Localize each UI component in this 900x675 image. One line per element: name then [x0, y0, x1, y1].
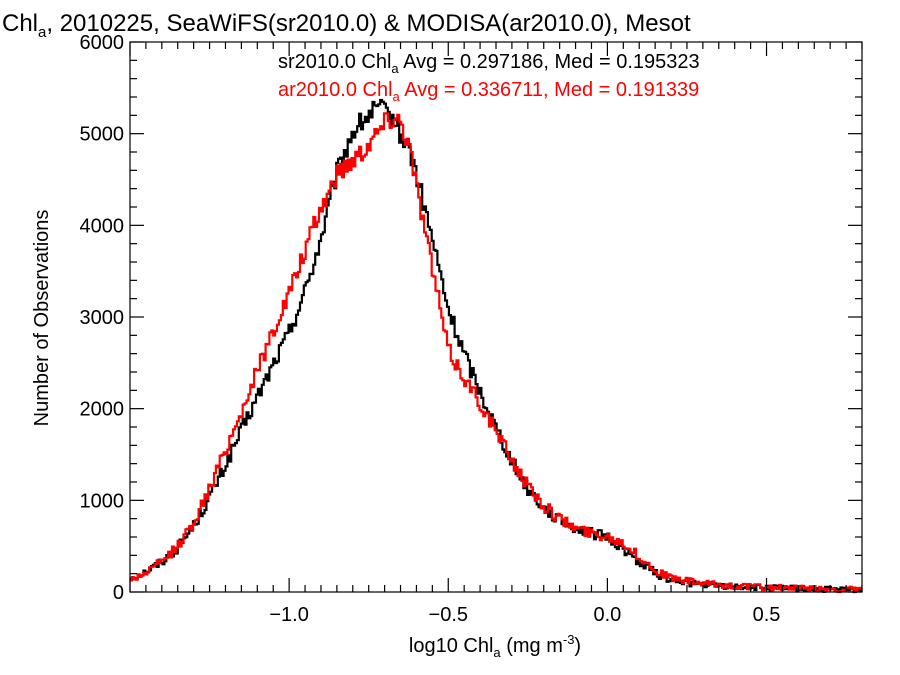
axes-layer: −1.0 −0.5 0.0 0.5 0 1000 2000 3000 4000 5000 6000 [80, 32, 863, 626]
series-layer [130, 98, 863, 594]
x-tick-label: 0.0 [593, 604, 621, 626]
y-tick-label: 3000 [80, 307, 125, 329]
legend-entry-sr2010: sr2010.0 Chla Avg = 0.297186, Med = 0.19… [278, 51, 700, 76]
y-axis-label: Number of Observations [31, 210, 53, 427]
chart-title: Chla, 2010225, SeaWiFS(sr2010.0) & MODIS… [2, 10, 691, 41]
y-tick-label: 2000 [80, 399, 125, 421]
x-tick-label: −1.0 [269, 604, 308, 626]
y-tick-label: 4000 [80, 215, 125, 237]
plot-frame [129, 41, 863, 593]
legend-entry-ar2010: ar2010.0 Chla Avg = 0.336711, Med = 0.19… [278, 79, 699, 104]
x-tick-label: −0.5 [429, 604, 468, 626]
y-tick-label: 5000 [80, 124, 125, 146]
x-tick-label: 0.5 [753, 604, 781, 626]
series-line-sr2010.0 [130, 98, 863, 594]
y-tick-label: 0 [113, 582, 124, 604]
y-tick-label: 6000 [80, 32, 125, 54]
x-axis-label: log10 Chla (mg m-3) [409, 632, 581, 660]
series-line-ar2010.0 [130, 112, 863, 594]
y-tick-label: 1000 [80, 490, 125, 512]
